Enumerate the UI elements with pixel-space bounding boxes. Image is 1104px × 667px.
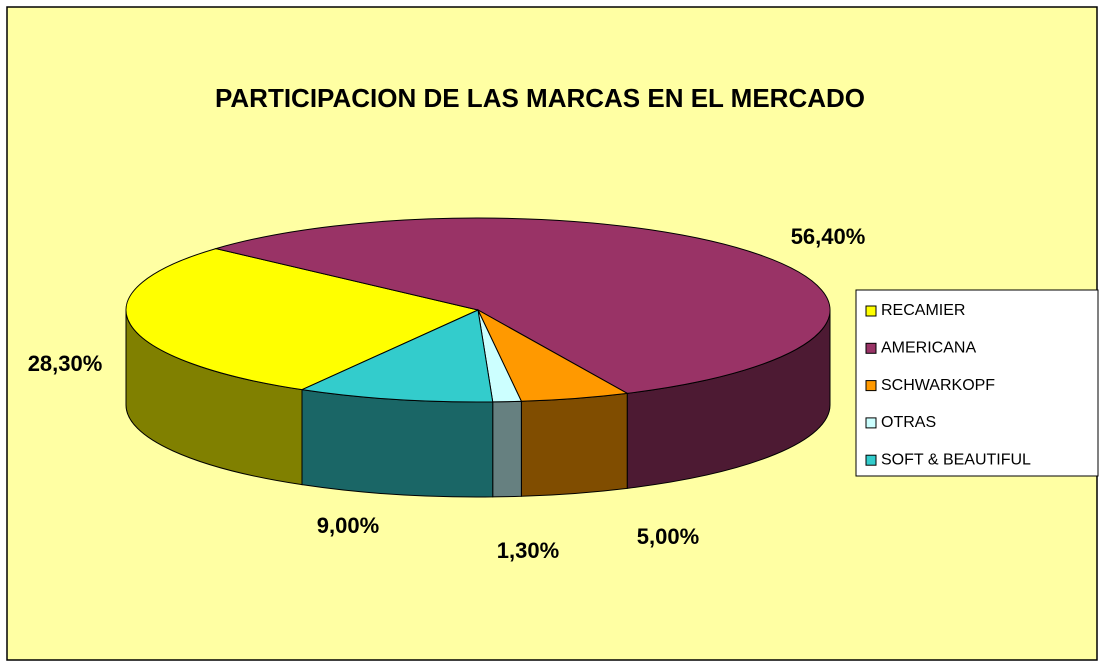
- pie-side: [301, 389, 494, 498]
- legend-swatch: [865, 417, 877, 429]
- legend-swatch: [865, 305, 877, 317]
- legend-swatch: [865, 342, 877, 354]
- data-label: 56,40%: [791, 224, 866, 249]
- data-label: 1,30%: [497, 538, 559, 563]
- legend-label: SCHWARKOPF: [881, 377, 995, 394]
- pie-slice: [213, 217, 831, 394]
- chart-title: PARTICIPACION DE LAS MARCAS EN EL MERCAD…: [215, 83, 865, 113]
- legend-label: SOFT & BEAUTIFUL: [881, 451, 1031, 468]
- legend-label: RECAMIER: [881, 302, 965, 319]
- legend-label: AMERICANA: [881, 340, 976, 357]
- legend-swatch: [865, 454, 877, 466]
- legend-swatch: [865, 380, 877, 392]
- pie-slice: [125, 248, 480, 391]
- pie-side: [492, 400, 522, 498]
- data-label: 28,30%: [28, 351, 103, 376]
- pie-slice: [300, 309, 494, 403]
- pie-side: [520, 392, 628, 497]
- legend-label: OTRAS: [881, 414, 936, 431]
- legend: [855, 289, 1099, 477]
- data-label: 5,00%: [637, 524, 699, 549]
- data-label: 9,00%: [317, 513, 379, 538]
